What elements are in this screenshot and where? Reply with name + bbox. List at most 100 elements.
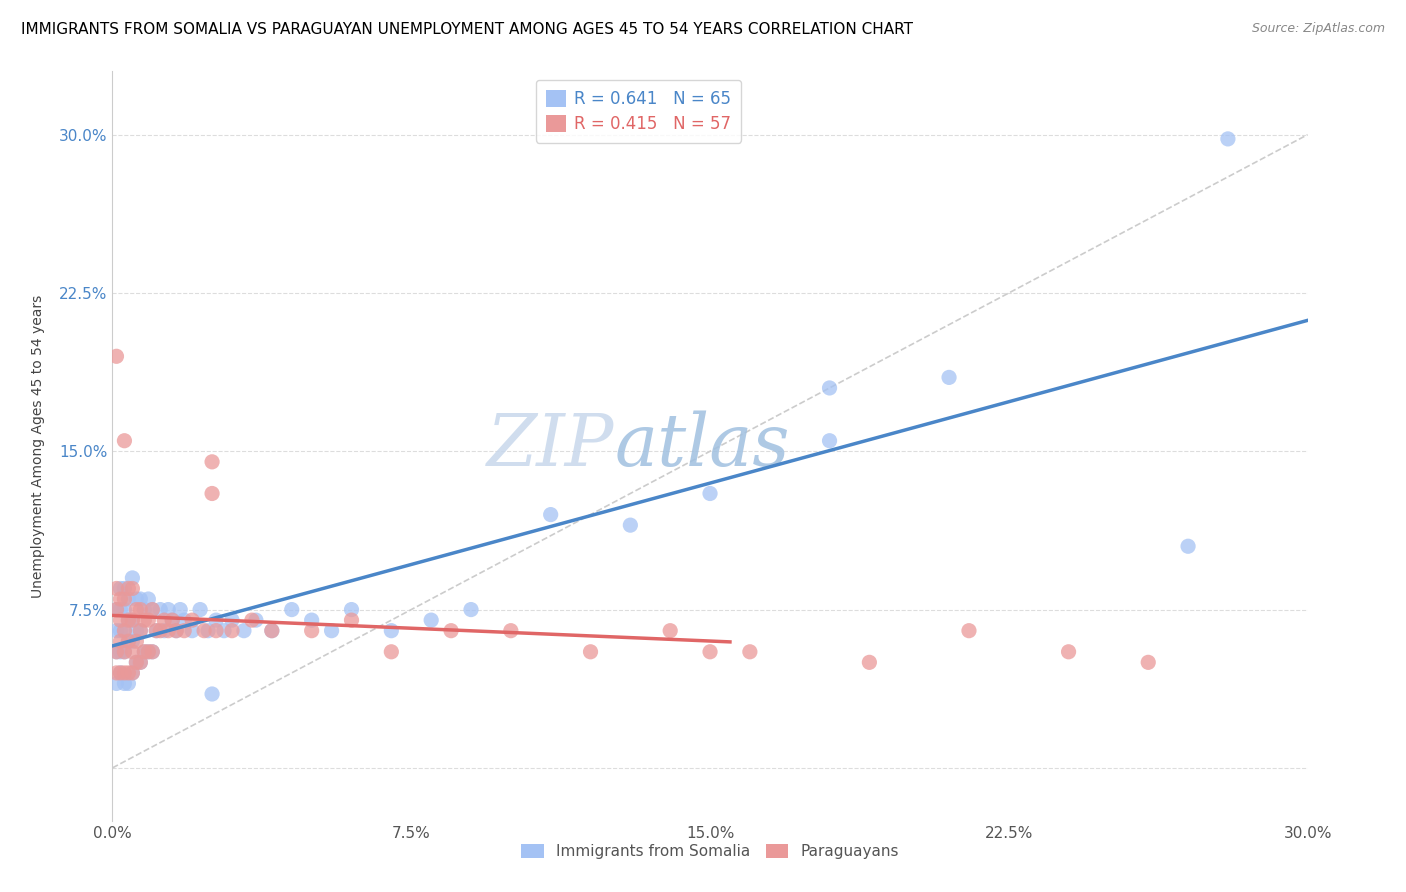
Point xyxy=(129,656,152,670)
Point xyxy=(125,656,148,670)
Point xyxy=(145,624,167,638)
Point xyxy=(193,624,215,638)
Point xyxy=(181,613,204,627)
Point xyxy=(201,486,224,500)
Point xyxy=(1137,656,1160,670)
Point xyxy=(117,665,139,680)
Point xyxy=(105,665,128,680)
Point xyxy=(110,634,132,648)
Point xyxy=(260,624,283,638)
Point xyxy=(105,582,128,596)
Point xyxy=(201,455,224,469)
Point xyxy=(157,602,180,616)
Point xyxy=(340,602,363,616)
Point xyxy=(110,665,132,680)
Point xyxy=(129,624,152,638)
Point xyxy=(114,665,135,680)
Point xyxy=(699,486,721,500)
Point xyxy=(141,602,163,616)
Point xyxy=(134,602,156,616)
Point xyxy=(125,624,148,638)
Point xyxy=(818,434,841,448)
Text: Source: ZipAtlas.com: Source: ZipAtlas.com xyxy=(1251,22,1385,36)
Point xyxy=(169,602,191,616)
Point xyxy=(165,624,187,638)
Point xyxy=(173,624,195,638)
Text: atlas: atlas xyxy=(614,410,790,482)
Point xyxy=(105,349,128,363)
Point xyxy=(938,370,960,384)
Point xyxy=(117,613,139,627)
Point xyxy=(134,645,156,659)
Point xyxy=(699,645,721,659)
Point xyxy=(1177,539,1199,553)
Legend: Immigrants from Somalia, Paraguayans: Immigrants from Somalia, Paraguayans xyxy=(515,838,905,865)
Point xyxy=(138,613,160,627)
Point xyxy=(1216,132,1239,146)
Point xyxy=(110,582,132,596)
Point xyxy=(212,624,235,638)
Point xyxy=(181,624,204,638)
Point xyxy=(105,645,128,659)
Point xyxy=(957,624,980,638)
Point xyxy=(420,613,443,627)
Point xyxy=(301,613,323,627)
Point xyxy=(114,645,135,659)
Point xyxy=(173,613,195,627)
Point xyxy=(221,624,243,638)
Point xyxy=(858,656,880,670)
Point xyxy=(205,624,228,638)
Point xyxy=(162,613,183,627)
Point xyxy=(380,645,402,659)
Point xyxy=(141,645,163,659)
Point xyxy=(105,602,128,616)
Point xyxy=(121,582,143,596)
Point xyxy=(153,613,176,627)
Point xyxy=(105,624,128,638)
Point xyxy=(121,665,143,680)
Point xyxy=(197,624,219,638)
Point xyxy=(117,634,139,648)
Point xyxy=(117,613,139,627)
Point xyxy=(162,613,183,627)
Point xyxy=(499,624,522,638)
Point xyxy=(114,582,135,596)
Point xyxy=(201,687,224,701)
Point xyxy=(129,624,152,638)
Point xyxy=(117,592,139,607)
Point xyxy=(165,624,187,638)
Point xyxy=(738,645,761,659)
Point xyxy=(460,602,482,616)
Point xyxy=(141,602,163,616)
Point xyxy=(134,613,156,627)
Point xyxy=(240,613,263,627)
Text: IMMIGRANTS FROM SOMALIA VS PARAGUAYAN UNEMPLOYMENT AMONG AGES 45 TO 54 YEARS COR: IMMIGRANTS FROM SOMALIA VS PARAGUAYAN UN… xyxy=(21,22,912,37)
Point xyxy=(117,676,139,690)
Text: ZIP: ZIP xyxy=(486,410,614,482)
Point xyxy=(153,624,176,638)
Point xyxy=(301,624,323,638)
Point xyxy=(579,645,602,659)
Point xyxy=(129,656,152,670)
Point xyxy=(121,613,143,627)
Point xyxy=(110,624,132,638)
Point xyxy=(125,602,148,616)
Point xyxy=(114,592,135,607)
Point xyxy=(340,613,363,627)
Point xyxy=(125,592,148,607)
Point xyxy=(117,634,139,648)
Point xyxy=(121,645,143,659)
Point xyxy=(138,645,160,659)
Point xyxy=(114,624,135,638)
Point xyxy=(114,645,135,659)
Point xyxy=(125,634,148,648)
Point xyxy=(121,634,143,648)
Point xyxy=(818,381,841,395)
Point xyxy=(110,613,132,627)
Point xyxy=(105,602,128,616)
Point xyxy=(245,613,267,627)
Point xyxy=(134,645,156,659)
Point xyxy=(117,582,139,596)
Point xyxy=(110,592,132,607)
Point xyxy=(149,602,172,616)
